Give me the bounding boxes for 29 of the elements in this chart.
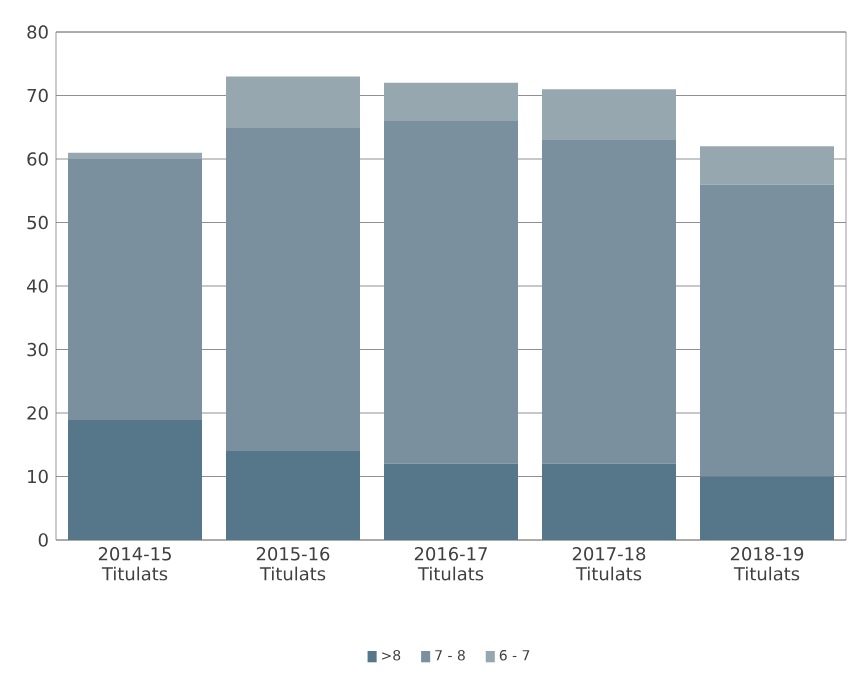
x-tick-label: 2014-15 Titulats bbox=[98, 547, 171, 581]
bar bbox=[384, 82, 518, 121]
y-tick-label: 70 bbox=[27, 88, 48, 103]
bar bbox=[542, 463, 676, 540]
bar bbox=[68, 152, 202, 160]
bar bbox=[226, 76, 360, 128]
bar bbox=[384, 463, 518, 540]
bar bbox=[226, 451, 360, 540]
bar bbox=[542, 139, 676, 464]
y-tick-label: 40 bbox=[27, 279, 48, 293]
y-tick-label: 20 bbox=[27, 406, 48, 420]
bar bbox=[700, 184, 834, 477]
bar bbox=[68, 159, 202, 420]
bar bbox=[226, 127, 360, 452]
y-tick-label: 0 bbox=[38, 533, 48, 547]
bar bbox=[68, 419, 202, 540]
bar bbox=[542, 89, 676, 140]
y-tick-label: 30 bbox=[27, 342, 48, 357]
x-tick-label: 2017-18 Titulats bbox=[572, 547, 646, 581]
bar bbox=[700, 476, 834, 540]
y-tick-label: 60 bbox=[27, 152, 48, 166]
y-tick-label: 10 bbox=[28, 469, 48, 484]
bar bbox=[700, 146, 834, 185]
y-tick-label: 50 bbox=[27, 215, 48, 230]
bar bbox=[384, 120, 518, 464]
x-tick-label: 2018-19 Titulats bbox=[730, 547, 804, 581]
x-tick-label: 2015-16 Titulats bbox=[256, 547, 330, 581]
x-tick-label: 2016-17 Titulats bbox=[414, 547, 487, 581]
y-tick-label: 80 bbox=[27, 25, 48, 39]
